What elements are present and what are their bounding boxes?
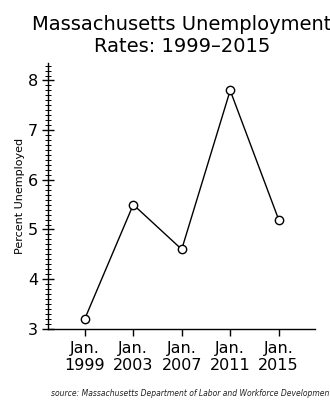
Text: source: Massachusetts Department of Labor and Workforce Development: source: Massachusetts Department of Labo… [51, 389, 330, 398]
Title: Massachusetts Unemployment
Rates: 1999–2015: Massachusetts Unemployment Rates: 1999–2… [32, 15, 330, 56]
Y-axis label: Percent Unemployed: Percent Unemployed [15, 138, 25, 254]
